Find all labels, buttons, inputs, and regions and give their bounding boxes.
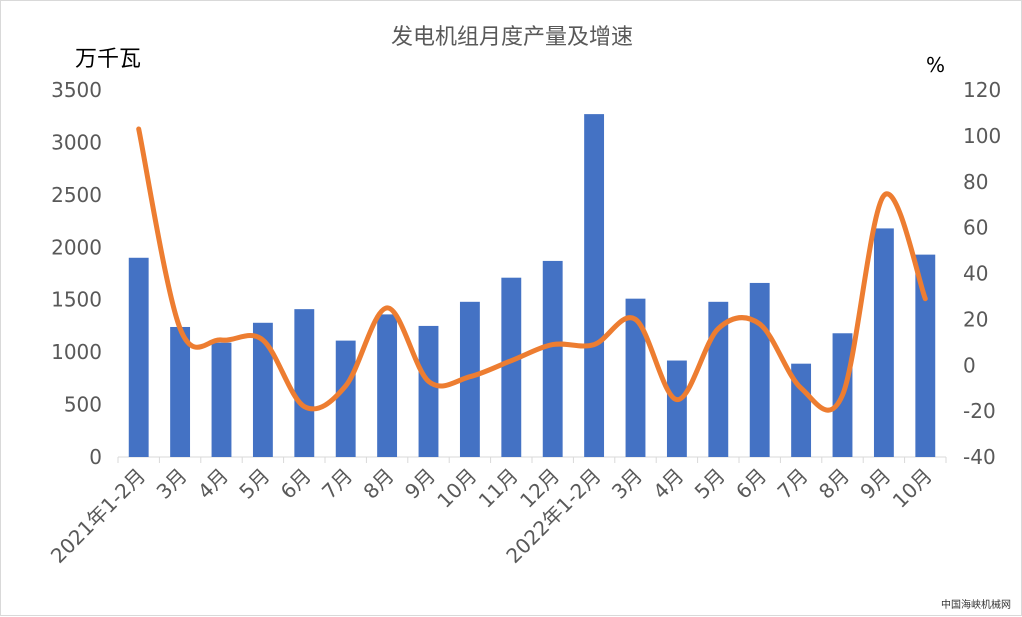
left-y-tick-label: 2000 xyxy=(51,235,102,259)
bar xyxy=(915,255,935,457)
bar xyxy=(543,261,563,457)
left-y-tick-label: 3000 xyxy=(51,130,102,154)
x-tick-label: 10月 xyxy=(888,464,937,513)
bar xyxy=(501,278,521,457)
right-y-tick-label: -20 xyxy=(963,399,996,423)
right-y-tick-label: 100 xyxy=(963,124,1001,148)
right-y-tick-label: 20 xyxy=(963,307,988,331)
x-tick-label: 2021年1-2月 xyxy=(46,464,150,568)
right-y-tick-label: 60 xyxy=(963,216,988,240)
x-tick-label: 7月 xyxy=(773,464,813,504)
bar xyxy=(336,341,356,457)
bar xyxy=(170,327,190,457)
x-tick-label: 11月 xyxy=(474,464,523,513)
left-y-tick-label: 0 xyxy=(89,445,102,469)
bar-series xyxy=(129,114,935,457)
right-y-tick-label: 120 xyxy=(963,78,1001,102)
bar xyxy=(419,326,439,457)
right-y-tick-label: 80 xyxy=(963,170,988,194)
right-y-tick-label: 40 xyxy=(963,262,988,286)
bar xyxy=(129,258,149,457)
left-y-tick-label: 1000 xyxy=(51,340,102,364)
bar xyxy=(667,361,687,457)
x-tick-label: 4月 xyxy=(193,464,233,504)
left-y-tick-label: 500 xyxy=(64,393,102,417)
bar xyxy=(212,343,232,457)
bar xyxy=(294,309,314,457)
x-tick-label: 10月 xyxy=(432,464,481,513)
x-tick-label: 6月 xyxy=(731,464,771,504)
left-y-tick-label: 1500 xyxy=(51,288,102,312)
x-tick-label: 3月 xyxy=(152,464,192,504)
bar xyxy=(377,314,397,457)
watermark: 中国海峡机械网 xyxy=(941,596,1011,611)
left-y-tick-label: 2500 xyxy=(51,183,102,207)
axes-group: 0 500 1000 1500 2000 2500 3000 3500 -40 -20 0 20 40 6… xyxy=(51,78,1001,469)
x-tick-label: 6月 xyxy=(276,464,316,504)
bar xyxy=(750,283,770,457)
x-tick-label: 7月 xyxy=(317,464,357,504)
x-tick-label: 4月 xyxy=(648,464,688,504)
bar xyxy=(874,228,894,457)
right-y-tick-label: 0 xyxy=(963,353,976,377)
right-y-tick-label: -40 xyxy=(963,445,996,469)
x-tick-label: 5月 xyxy=(690,464,730,504)
bar xyxy=(584,114,604,457)
x-tick-label: 8月 xyxy=(814,464,854,504)
x-tick-label: 8月 xyxy=(359,464,399,504)
x-tick-label: 5月 xyxy=(234,464,274,504)
left-y-tick-label: 3500 xyxy=(51,78,102,102)
x-tick-label: 3月 xyxy=(607,464,647,504)
